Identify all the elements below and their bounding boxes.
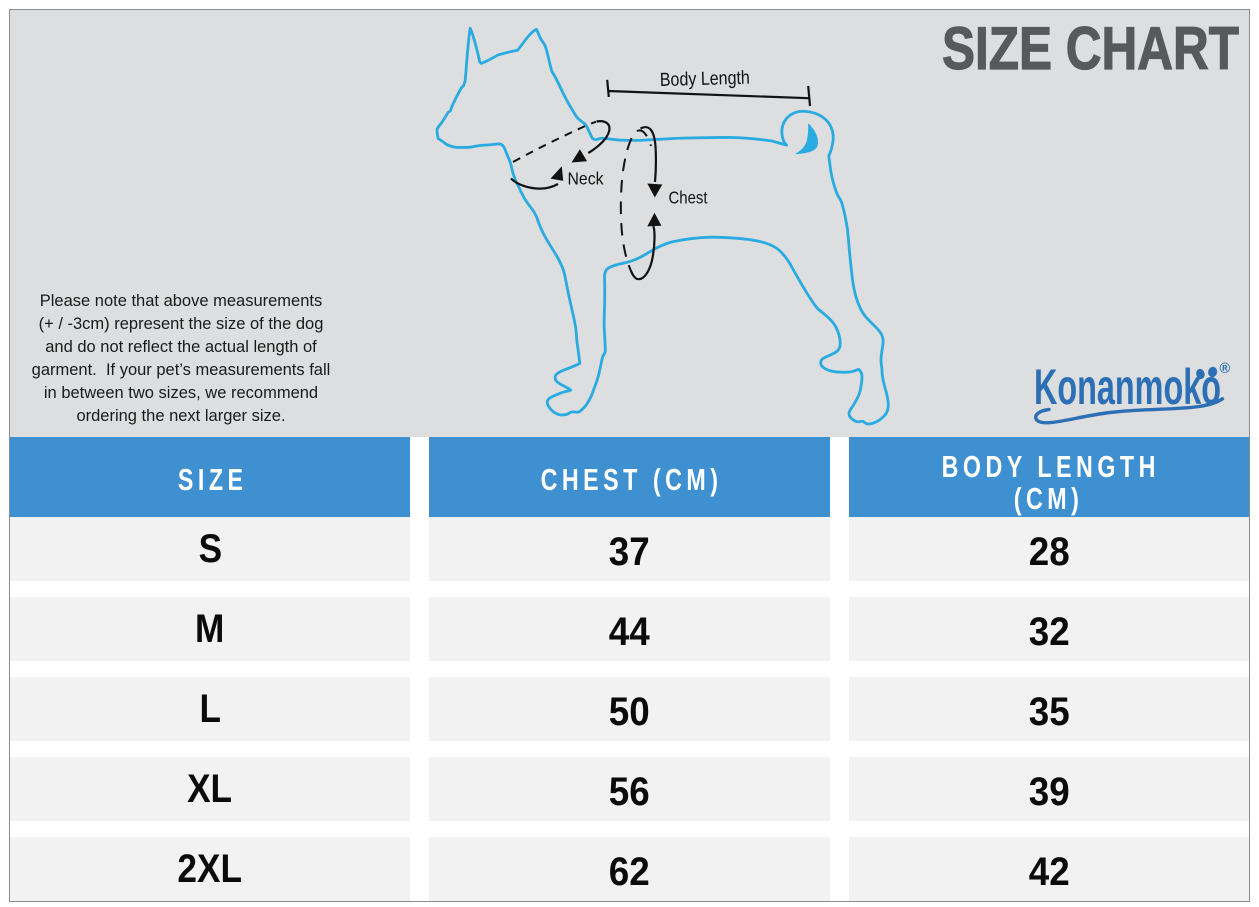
svg-text:Body Length: Body Length <box>660 68 751 91</box>
svg-text:®: ® <box>1220 361 1231 377</box>
svg-text:Konanmoko: Konanmoko <box>1034 359 1221 415</box>
svg-text:Chest: Chest <box>669 187 708 207</box>
svg-text:Neck: Neck <box>568 169 604 189</box>
